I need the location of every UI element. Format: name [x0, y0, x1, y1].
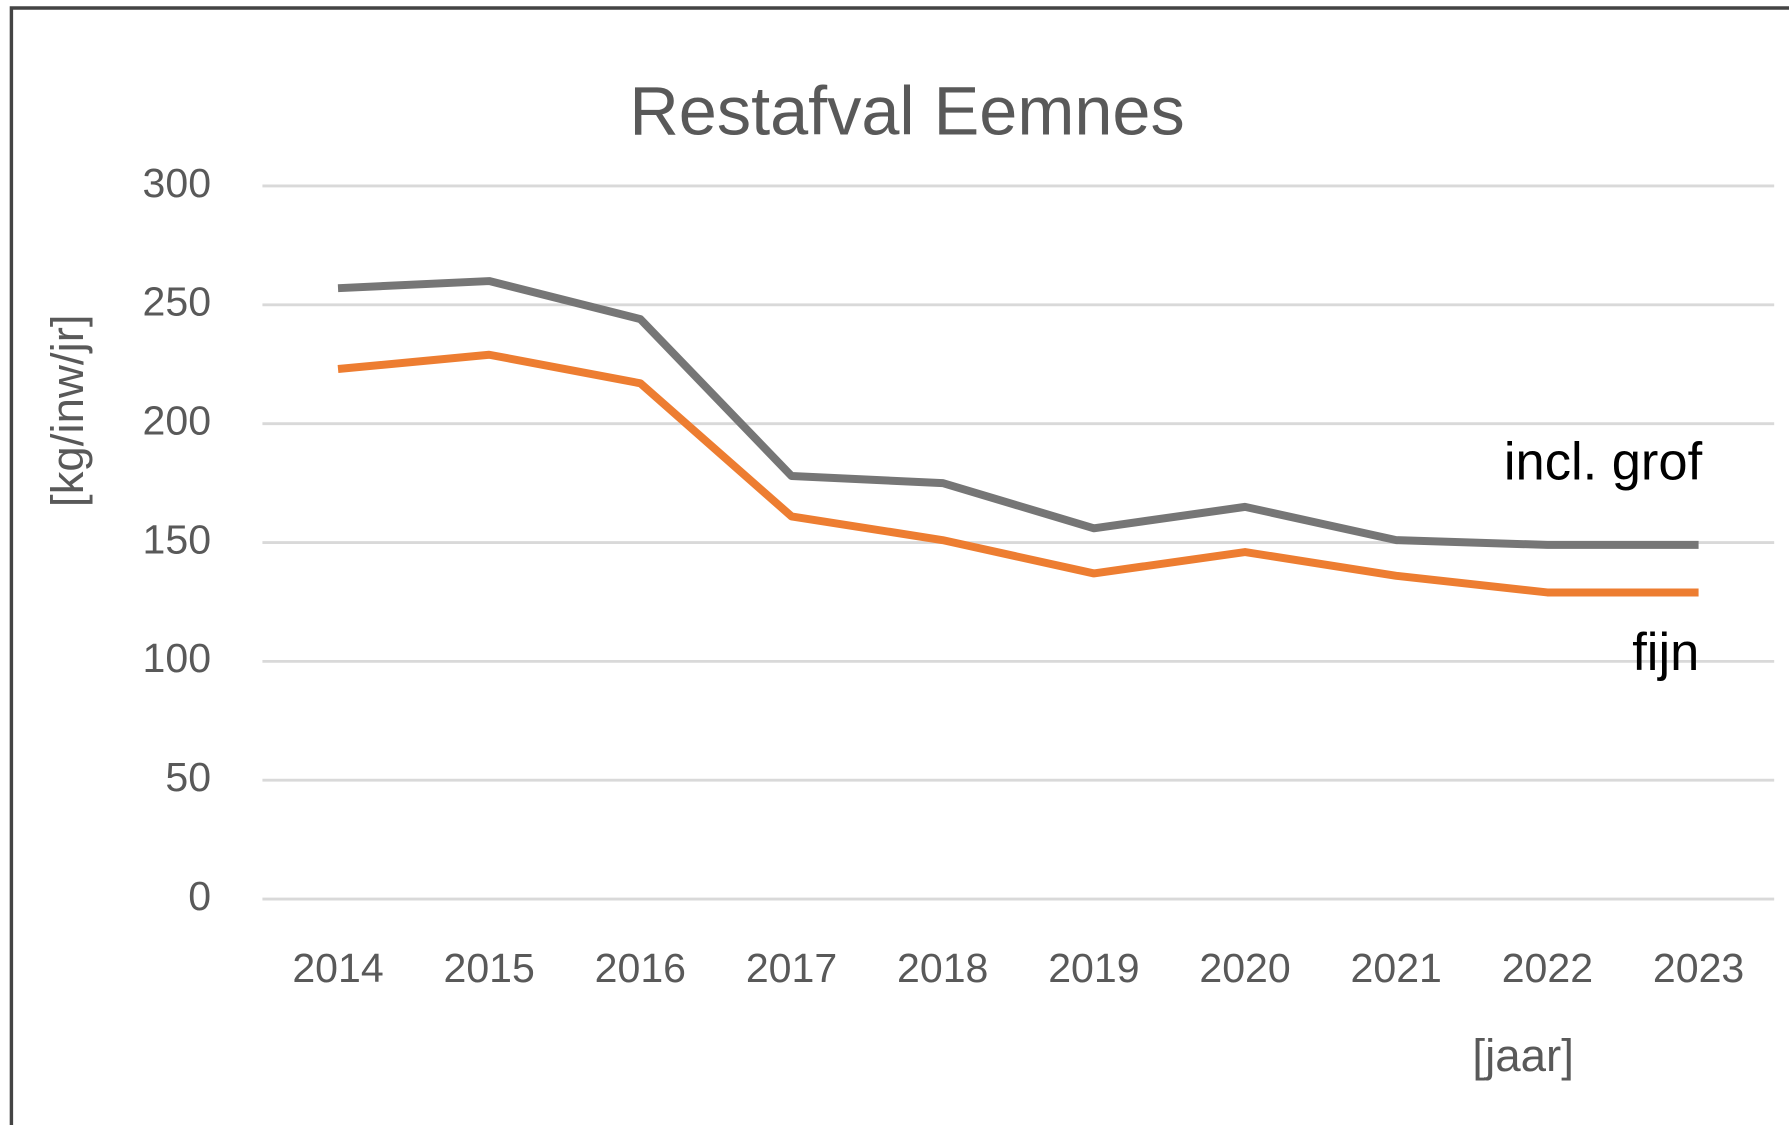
x-tick-label: 2014 [292, 945, 383, 991]
x-tick-label: 2021 [1351, 945, 1442, 991]
y-tick-label: 250 [143, 279, 212, 325]
x-axis-label: [jaar] [1472, 1030, 1573, 1081]
y-tick-label: 100 [143, 635, 212, 681]
series-label: fijn [1632, 623, 1699, 682]
y-tick-label: 0 [188, 873, 211, 919]
x-tick-label: 2019 [1048, 945, 1139, 991]
frame [9, 6, 1789, 1125]
x-tick-label: 2016 [595, 945, 686, 991]
series-label: incl. grof [1504, 432, 1703, 491]
y-tick-label: 50 [165, 754, 211, 800]
series-line [337, 277, 1699, 549]
x-tick-label: 2022 [1502, 945, 1593, 991]
y-tick-label: 300 [143, 160, 212, 206]
x-tick-label: 2015 [444, 945, 535, 991]
y-tick-label: 200 [143, 398, 212, 444]
chart-title: Restafval Eemnes [629, 72, 1184, 149]
x-tick-label: 2020 [1199, 945, 1290, 991]
y-axis-label: [kg/inw/jr] [42, 314, 93, 507]
x-tick-label: 2023 [1653, 945, 1744, 991]
x-tick-label: 2018 [897, 945, 988, 991]
y-tick-label: 150 [143, 516, 212, 562]
x-tick-label: 2017 [746, 945, 837, 991]
series-line [337, 350, 1699, 597]
